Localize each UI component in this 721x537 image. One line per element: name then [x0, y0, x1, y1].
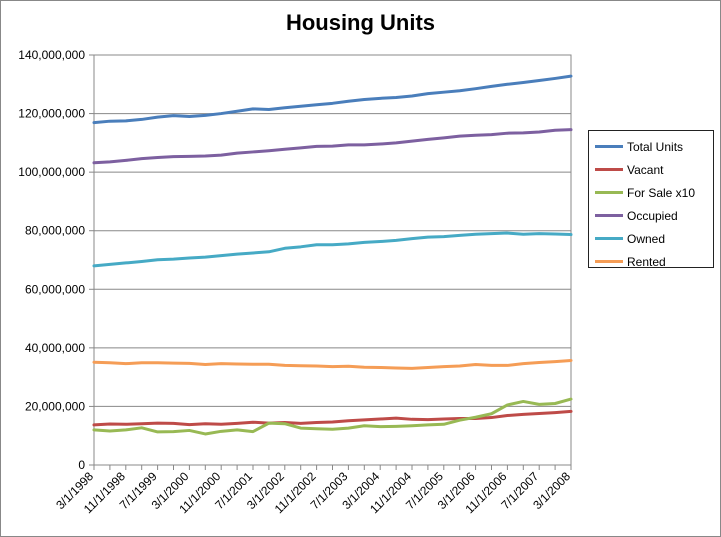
y-tick-label: 20,000,000 [25, 399, 85, 413]
y-tick-label: 80,000,000 [25, 224, 85, 238]
y-tick-label: 60,000,000 [25, 282, 85, 296]
legend-item-occupied: Occupied [595, 204, 713, 227]
legend-swatch [595, 260, 623, 263]
legend-swatch [595, 168, 623, 171]
y-tick-label: 40,000,000 [25, 341, 85, 355]
series-line-for-sale-x10 [92, 397, 573, 436]
legend-label: Vacant [627, 162, 664, 177]
legend-label: Occupied [627, 208, 678, 223]
legend-label: Total Units [627, 139, 684, 154]
legend-item-for-sale-x10: For Sale x10 [595, 181, 713, 204]
legend-item-vacant: Vacant [595, 158, 713, 181]
series-line-vacant [92, 409, 573, 427]
legend-swatch [595, 214, 623, 217]
legend-swatch [595, 191, 623, 194]
legend-label: For Sale x10 [627, 185, 696, 200]
legend-item-rented: Rented [595, 250, 713, 273]
series-line-rented [92, 358, 573, 370]
chart-title: Housing Units [285, 10, 436, 35]
y-tick-label: 140,000,000 [18, 48, 85, 62]
legend-item-total-units: Total Units [595, 135, 713, 158]
legend-item-owned: Owned [595, 227, 713, 250]
legend-label: Rented [627, 254, 666, 269]
y-tick-label: 0 [78, 458, 85, 472]
series-line-occupied [92, 128, 573, 165]
legend-swatch [595, 237, 623, 240]
y-tick-label: 100,000,000 [18, 165, 85, 179]
chart-legend: Total Units Vacant For Sale x10 Occupied Own… [588, 130, 714, 269]
series-line-owned [92, 231, 573, 268]
legend-label: Owned [627, 231, 666, 246]
series-line-total-units [92, 74, 573, 125]
legend-swatch [595, 145, 623, 148]
y-tick-label: 120,000,000 [18, 107, 85, 121]
